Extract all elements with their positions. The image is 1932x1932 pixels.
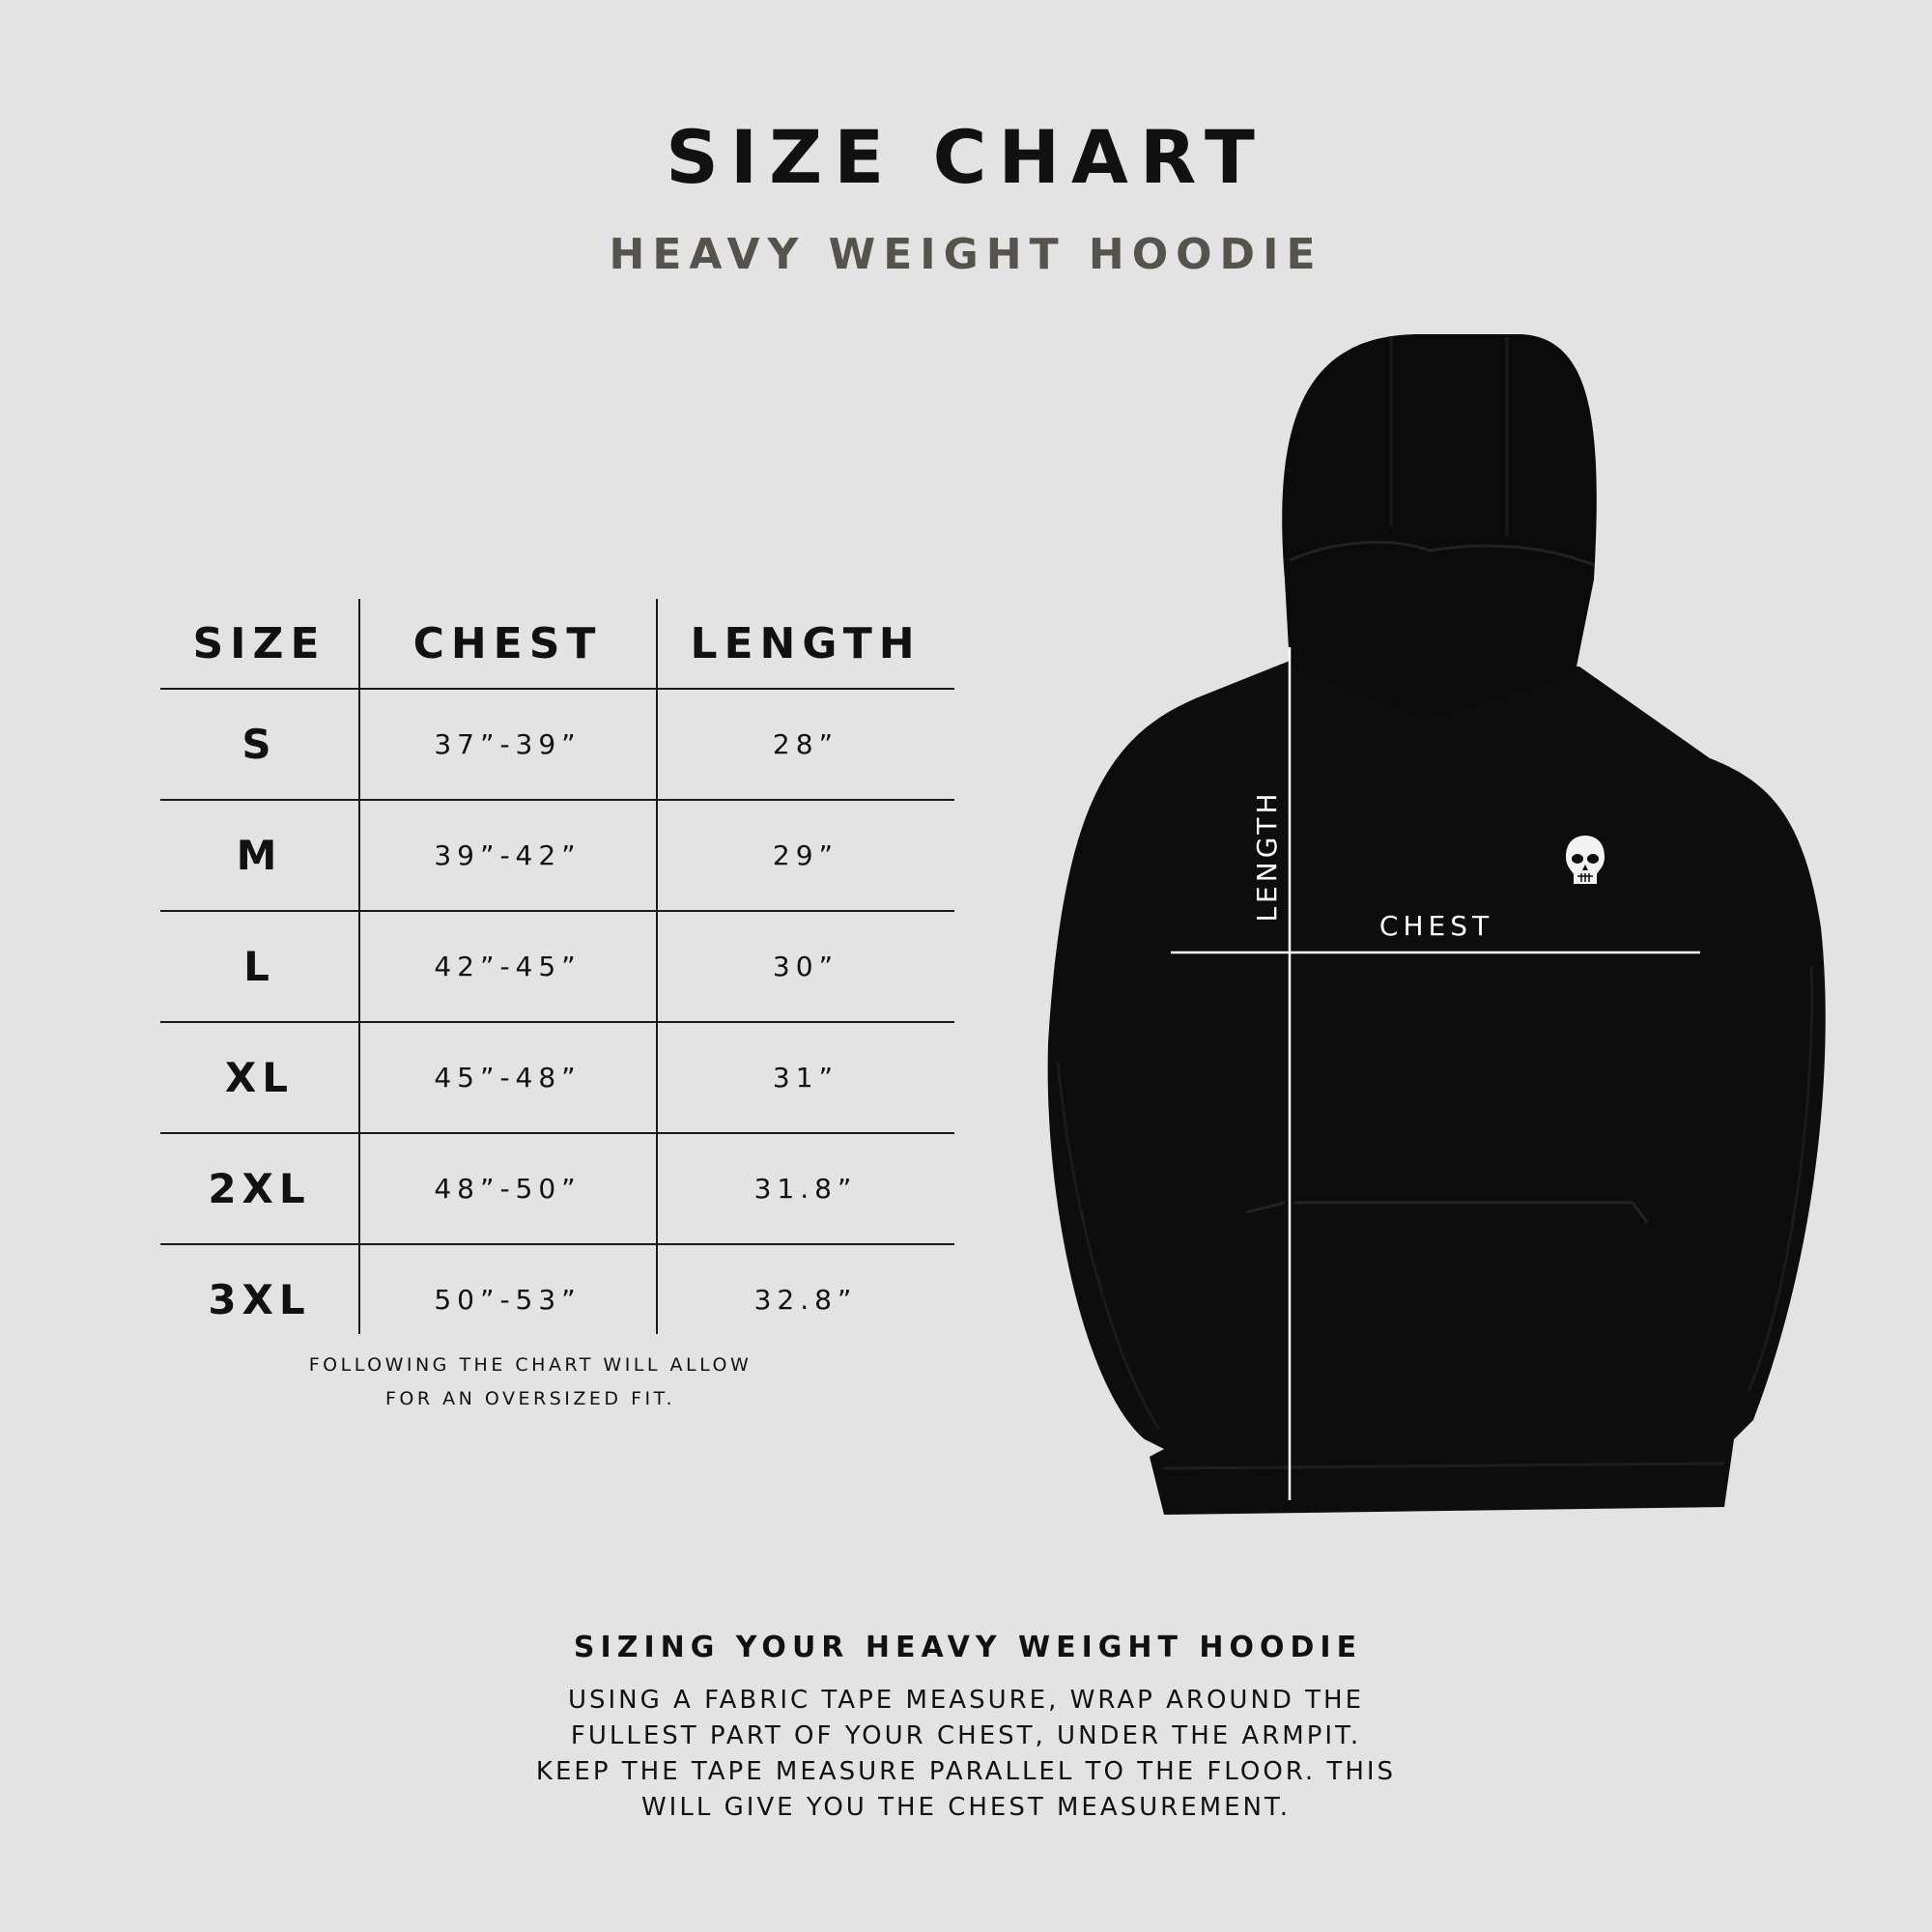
cell-size: M (236, 832, 283, 879)
column-divider (656, 599, 658, 1334)
skull-icon (1566, 836, 1605, 884)
column-header-size: SIZE (192, 619, 327, 668)
table-note-line-1: FOLLOWING THE CHART WILL ALLOW (308, 1354, 753, 1376)
page-title: SIZE CHART (666, 114, 1266, 200)
hoodie-illustration (1047, 334, 1826, 1515)
cell-length: 29” (772, 839, 839, 871)
cell-size: S (242, 721, 277, 768)
row-divider (160, 799, 954, 801)
page-subtitle: HEAVY WEIGHT HOODIE (609, 230, 1323, 279)
cell-length: 28” (772, 728, 839, 760)
cell-length: 32.8” (753, 1284, 858, 1316)
cell-length: 30” (772, 951, 839, 982)
cell-size: L (243, 943, 275, 990)
cell-length: 31” (772, 1062, 839, 1094)
length-label: LENGTH (1251, 789, 1283, 922)
table-note-line-2: FOR AN OVERSIZED FIT. (385, 1388, 675, 1409)
column-header-length: LENGTH (690, 619, 922, 668)
sizing-guide-line-4: WILL GIVE YOU THE CHEST MEASUREMENT. (640, 1793, 1292, 1822)
sizing-guide-heading: SIZING YOUR HEAVY WEIGHT HOODIE (573, 1631, 1363, 1664)
row-divider (160, 1132, 954, 1134)
row-divider (160, 688, 954, 690)
cell-chest: 39”-42” (434, 839, 582, 871)
size-table: SIZE CHEST LENGTH S 37”-39” 28” M 39”-42” 29” L 42… (160, 599, 954, 1334)
row-divider (160, 910, 954, 912)
cell-chest: 37”-39” (434, 728, 582, 760)
cell-chest: 45”-48” (434, 1062, 582, 1094)
cell-chest: 50”-53” (434, 1284, 582, 1316)
cell-size: XL (224, 1054, 295, 1101)
column-divider (358, 599, 360, 1334)
row-divider (160, 1243, 954, 1245)
sizing-guide-line-1: USING A FABRIC TAPE MEASURE, WRAP AROUND… (567, 1686, 1365, 1715)
sizing-guide-line-2: FULLEST PART OF YOUR CHEST, UNDER THE AR… (570, 1721, 1362, 1750)
cell-length: 31.8” (753, 1173, 858, 1205)
cell-size: 2XL (208, 1165, 311, 1212)
cell-chest: 42”-45” (434, 951, 582, 982)
chest-label: CHEST (1379, 910, 1493, 942)
sizing-guide-line-3: KEEP THE TAPE MEASURE PARALLEL TO THE FL… (535, 1757, 1397, 1786)
row-divider (160, 1021, 954, 1023)
cell-size: 3XL (208, 1276, 311, 1323)
column-header-chest: CHEST (412, 619, 603, 668)
cell-chest: 48”-50” (434, 1173, 582, 1205)
